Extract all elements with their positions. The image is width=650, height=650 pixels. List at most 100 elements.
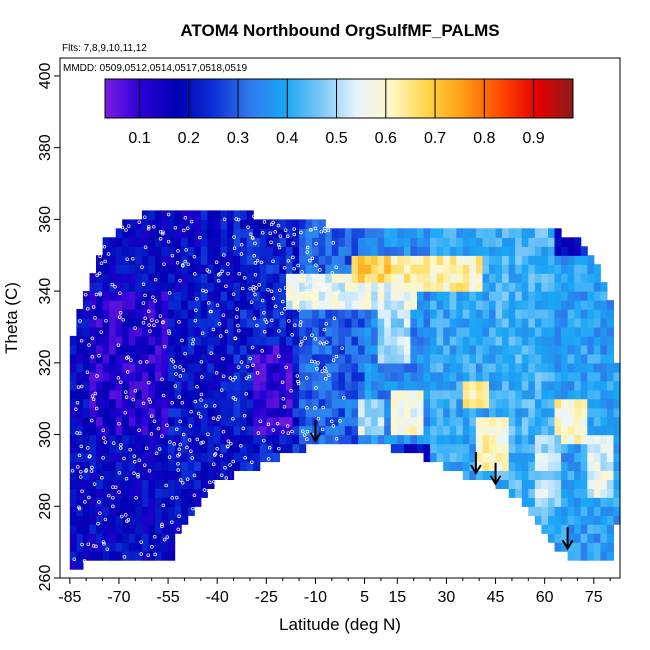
- heat-cell: [567, 353, 575, 364]
- heat-cell: [82, 434, 90, 445]
- heat-cell: [462, 443, 470, 454]
- heat-cell: [135, 362, 143, 373]
- heat-cell: [534, 506, 542, 516]
- heat-cell: [122, 246, 130, 256]
- heat-cell: [475, 335, 483, 346]
- sample-point: [285, 234, 290, 239]
- heat-cell: [475, 407, 483, 418]
- heat-cell: [403, 380, 411, 391]
- sample-point: [180, 480, 185, 485]
- heat-cell: [508, 470, 516, 480]
- heat-cell: [489, 273, 497, 283]
- sample-point: [158, 230, 163, 234]
- heat-cell: [548, 318, 556, 328]
- heat-cell: [580, 452, 588, 463]
- heat-cell: [449, 327, 457, 337]
- heat-cell: [122, 533, 130, 543]
- heat-cell: [279, 407, 287, 418]
- y-tick-label: 400: [37, 62, 54, 89]
- heat-cell: [469, 291, 477, 301]
- sample-point: [111, 441, 116, 445]
- heat-cell: [403, 389, 411, 400]
- heat-cell: [161, 371, 169, 382]
- heat-cell: [213, 309, 221, 319]
- heat-cell: [528, 506, 536, 516]
- heat-cell: [528, 488, 536, 498]
- heat-cell: [580, 380, 588, 391]
- heat-cell: [443, 300, 451, 310]
- heat-cell: [417, 380, 425, 391]
- heat-cell: [554, 443, 562, 454]
- heat-cell: [430, 416, 438, 427]
- heat-cell: [358, 398, 366, 409]
- heat-cell: [318, 273, 326, 283]
- sample-point: [193, 318, 198, 323]
- heat-cell: [338, 425, 346, 436]
- heat-cell: [135, 264, 143, 274]
- heat-cell: [371, 291, 379, 301]
- sample-point: [250, 345, 255, 350]
- heat-cell: [449, 273, 457, 283]
- heat-cell: [161, 353, 169, 364]
- heat-cell: [515, 452, 523, 463]
- heat-cell: [155, 389, 163, 400]
- sample-point: [104, 319, 108, 323]
- heat-cell: [541, 416, 549, 427]
- heat-cell: [148, 228, 156, 238]
- y-tick-label: 340: [37, 278, 54, 305]
- sample-point: [219, 453, 224, 458]
- heat-cell: [377, 362, 385, 373]
- sample-point: [181, 368, 186, 372]
- colorbar-tick-label: 0.3: [227, 130, 249, 147]
- heat-cell: [534, 389, 542, 400]
- sample-point: [283, 286, 288, 290]
- heat-cell: [495, 371, 503, 382]
- heat-cell: [109, 264, 117, 274]
- heat-cell: [135, 497, 143, 507]
- heat-cell: [82, 344, 90, 355]
- heat-cell: [115, 398, 123, 409]
- heat-cell: [207, 282, 215, 292]
- heat-cell: [410, 380, 418, 391]
- sample-point: [273, 230, 277, 234]
- sample-point: [251, 236, 255, 240]
- heat-cell: [548, 237, 556, 247]
- heat-cell: [115, 434, 123, 445]
- heat-cell: [403, 434, 411, 445]
- heat-cell: [567, 309, 575, 319]
- heat-cell: [456, 273, 464, 283]
- heat-cell: [384, 335, 392, 346]
- heat-cell: [561, 407, 569, 418]
- heat-cell: [135, 380, 143, 391]
- heat-cell: [587, 452, 595, 463]
- heat-cell: [580, 309, 588, 319]
- heat-cell: [299, 371, 307, 382]
- heat-cell: [521, 264, 529, 274]
- heat-cell: [344, 353, 352, 364]
- heat-cell: [128, 327, 136, 337]
- sample-point: [228, 463, 232, 467]
- heat-cell: [240, 344, 248, 355]
- heat-cell: [115, 246, 123, 256]
- heat-cell: [135, 479, 143, 489]
- heat-cell: [233, 452, 241, 463]
- heat-cell: [397, 237, 405, 247]
- heat-cell: [606, 488, 614, 498]
- sample-point: [147, 397, 151, 402]
- heat-cell: [299, 246, 307, 256]
- heat-cell: [135, 542, 143, 552]
- heat-cell: [417, 282, 425, 292]
- heat-cell: [207, 353, 215, 364]
- heat-cell: [128, 551, 136, 561]
- heat-cell: [233, 407, 241, 418]
- heat-cell: [155, 318, 163, 328]
- heat-cell: [358, 407, 366, 418]
- sample-point: [300, 339, 304, 344]
- sample-point: [282, 404, 287, 409]
- heat-cell: [528, 309, 536, 319]
- heat-cell: [482, 461, 490, 471]
- sample-point: [222, 217, 227, 222]
- heat-cell: [482, 318, 490, 328]
- sample-point: [91, 305, 96, 309]
- sample-point: [107, 493, 111, 498]
